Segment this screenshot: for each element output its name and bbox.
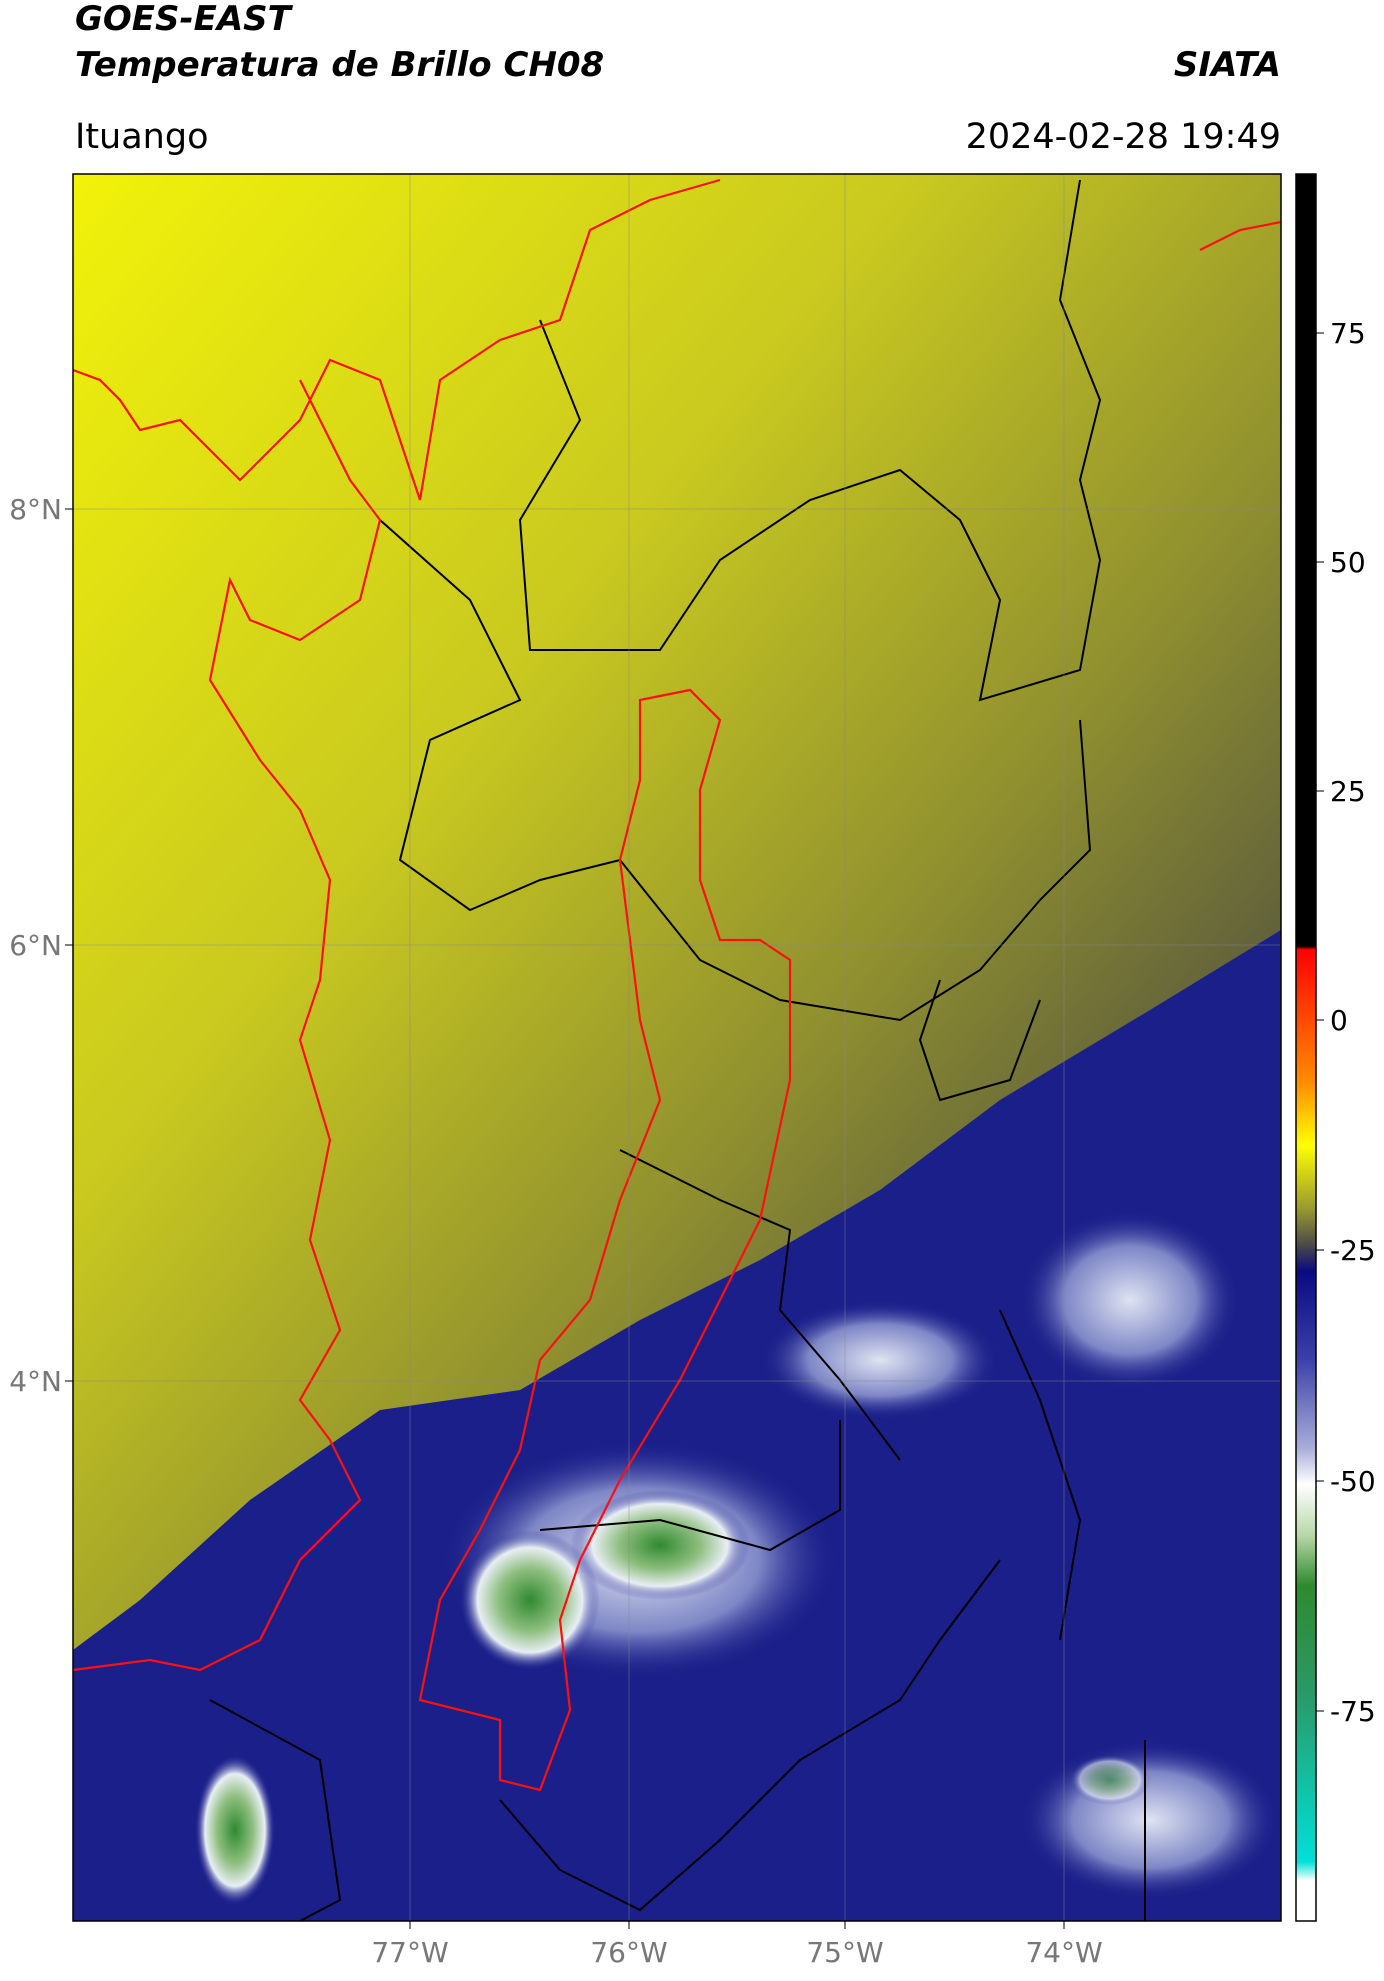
colorbar-tick-label: 0: [1330, 1004, 1348, 1037]
location: Ituango: [75, 117, 209, 157]
lon-tick-label: 77°W: [371, 1936, 448, 1969]
colorbar-tick-label: 25: [1330, 775, 1366, 808]
lat-tick-label: 8°N: [9, 493, 62, 526]
lon-tick-label: 74°W: [1025, 1936, 1102, 1969]
title: GOES-EAST: [75, 0, 294, 39]
lat-tick-label: 6°N: [9, 929, 62, 962]
colorbar-tick-label: 75: [1330, 317, 1366, 350]
colorbar: [1295, 173, 1317, 1922]
colorbar-tick-label: -50: [1330, 1465, 1376, 1498]
lon-tick-label: 75°W: [806, 1936, 883, 1969]
datetime: 2024-02-28 19:49: [966, 117, 1281, 157]
map-image: [73, 174, 1281, 1921]
subtitle: Temperatura de Brillo CH08: [75, 45, 604, 85]
colorbar-tick-label: -25: [1330, 1234, 1376, 1267]
colorbar-tick-label: -75: [1330, 1695, 1376, 1728]
colorbar-tick-label: 50: [1330, 546, 1366, 579]
lat-tick-label: 4°N: [9, 1365, 62, 1398]
source: SIATA: [1174, 45, 1281, 85]
lon-tick-label: 76°W: [590, 1936, 667, 1969]
map-frame: [72, 173, 1282, 1922]
